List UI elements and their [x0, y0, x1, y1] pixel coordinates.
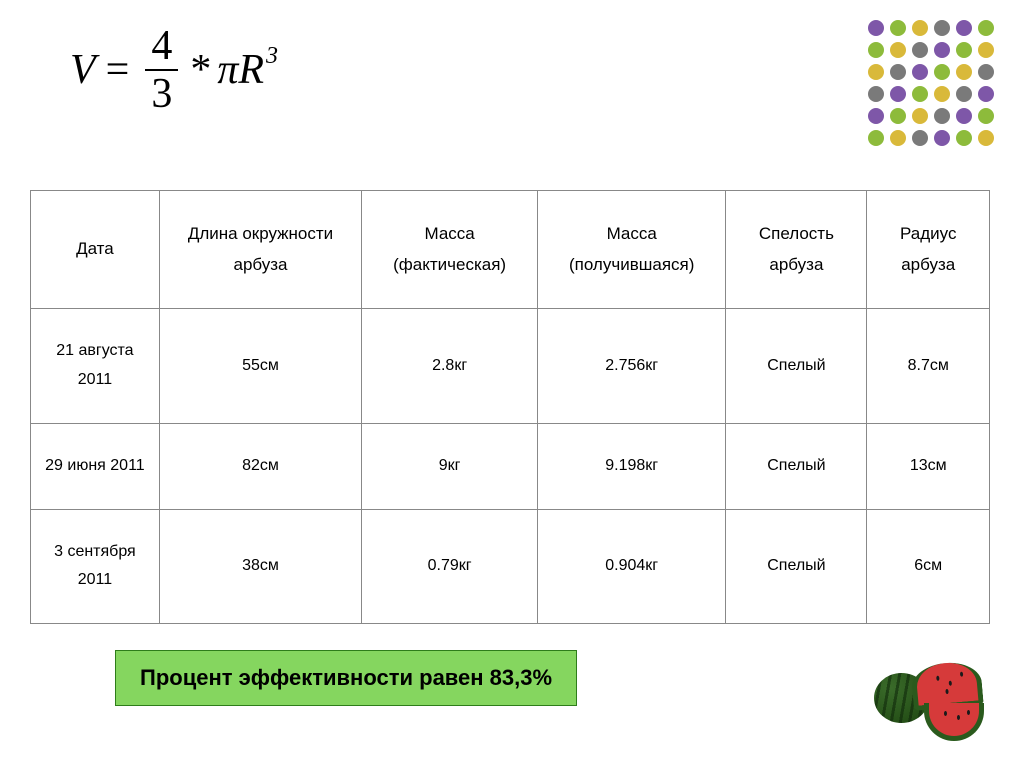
table-cell: 55см — [159, 309, 361, 424]
effectiveness-text: Процент эффективности равен 83,3% — [140, 665, 552, 690]
dot-row — [854, 86, 994, 102]
table-body: 21 августа 201155см2.8кг2.756кгСпелый8.7… — [31, 309, 990, 624]
dot-row — [854, 20, 994, 36]
dot — [868, 20, 884, 36]
dot — [934, 130, 950, 146]
fraction: 4 3 — [145, 25, 178, 115]
table-cell: 21 августа 2011 — [31, 309, 160, 424]
table-cell: 8.7см — [867, 309, 990, 424]
table-header-row: ДатаДлина окружности арбузаМасса (фактич… — [31, 191, 990, 309]
table-cell: 3 сентября 2011 — [31, 509, 160, 624]
dot — [956, 20, 972, 36]
table-cell: 6см — [867, 509, 990, 624]
decorative-dot-grid — [854, 20, 994, 152]
table-cell: 13см — [867, 423, 990, 509]
dot-row — [854, 64, 994, 80]
table-header-cell: Радиус арбуза — [867, 191, 990, 309]
dot — [890, 130, 906, 146]
table-cell: 0.904кг — [538, 509, 726, 624]
dot — [978, 42, 994, 58]
table-header-cell: Спелость арбуза — [726, 191, 867, 309]
dot — [934, 64, 950, 80]
table-header-cell: Масса (получившаяся) — [538, 191, 726, 309]
dot — [868, 108, 884, 124]
dot — [912, 130, 928, 146]
dot — [934, 42, 950, 58]
dot — [890, 64, 906, 80]
table-row: 29 июня 201182см9кг9.198кгСпелый13см — [31, 423, 990, 509]
table-cell: 2.756кг — [538, 309, 726, 424]
dot — [934, 86, 950, 102]
dot — [912, 108, 928, 124]
table-cell: 9.198кг — [538, 423, 726, 509]
radius-variable: R — [238, 46, 264, 94]
dot — [868, 42, 884, 58]
dot — [890, 86, 906, 102]
dot-row — [854, 42, 994, 58]
table-cell: Спелый — [726, 509, 867, 624]
dot — [890, 20, 906, 36]
dot — [868, 64, 884, 80]
dot-row — [854, 130, 994, 146]
formula-variable: V — [70, 46, 96, 94]
dot — [978, 64, 994, 80]
equals-sign: = — [106, 46, 130, 94]
dot — [868, 130, 884, 146]
pi-symbol: π — [217, 46, 238, 94]
watermelon-wedge — [924, 703, 984, 741]
dot — [934, 108, 950, 124]
dot — [956, 130, 972, 146]
table-cell: 9кг — [362, 423, 538, 509]
table-row: 21 августа 201155см2.8кг2.756кгСпелый8.7… — [31, 309, 990, 424]
dot — [956, 64, 972, 80]
denominator: 3 — [145, 71, 178, 115]
table-cell: Спелый — [726, 423, 867, 509]
effectiveness-box: Процент эффективности равен 83,3% — [115, 650, 577, 706]
numerator: 4 — [145, 25, 178, 71]
volume-formula: V = 4 3 * π R 3 — [70, 25, 276, 115]
dot — [956, 86, 972, 102]
watermelon-data-table: ДатаДлина окружности арбузаМасса (фактич… — [30, 190, 990, 624]
dot — [978, 20, 994, 36]
dot — [978, 130, 994, 146]
dot — [978, 86, 994, 102]
table-cell: 38см — [159, 509, 361, 624]
dot — [912, 64, 928, 80]
dot — [890, 42, 906, 58]
table-row: 3 сентября 201138см0.79кг0.904кгСпелый6с… — [31, 509, 990, 624]
dot-row — [854, 108, 994, 124]
exponent: 3 — [266, 43, 278, 70]
dot — [956, 108, 972, 124]
table-cell: 82см — [159, 423, 361, 509]
dot — [912, 86, 928, 102]
dot — [978, 108, 994, 124]
table-header-cell: Дата — [31, 191, 160, 309]
table-header-cell: Масса (фактическая) — [362, 191, 538, 309]
watermelon-illustration — [874, 663, 994, 753]
dot — [934, 20, 950, 36]
dot — [890, 108, 906, 124]
table-header-cell: Длина окружности арбуза — [159, 191, 361, 309]
dot — [868, 86, 884, 102]
dot — [956, 42, 972, 58]
table-cell: 0.79кг — [362, 509, 538, 624]
table-cell: Спелый — [726, 309, 867, 424]
dot — [912, 42, 928, 58]
dot — [912, 20, 928, 36]
table-cell: 2.8кг — [362, 309, 538, 424]
table-cell: 29 июня 2011 — [31, 423, 160, 509]
multiply-sign: * — [190, 46, 211, 94]
